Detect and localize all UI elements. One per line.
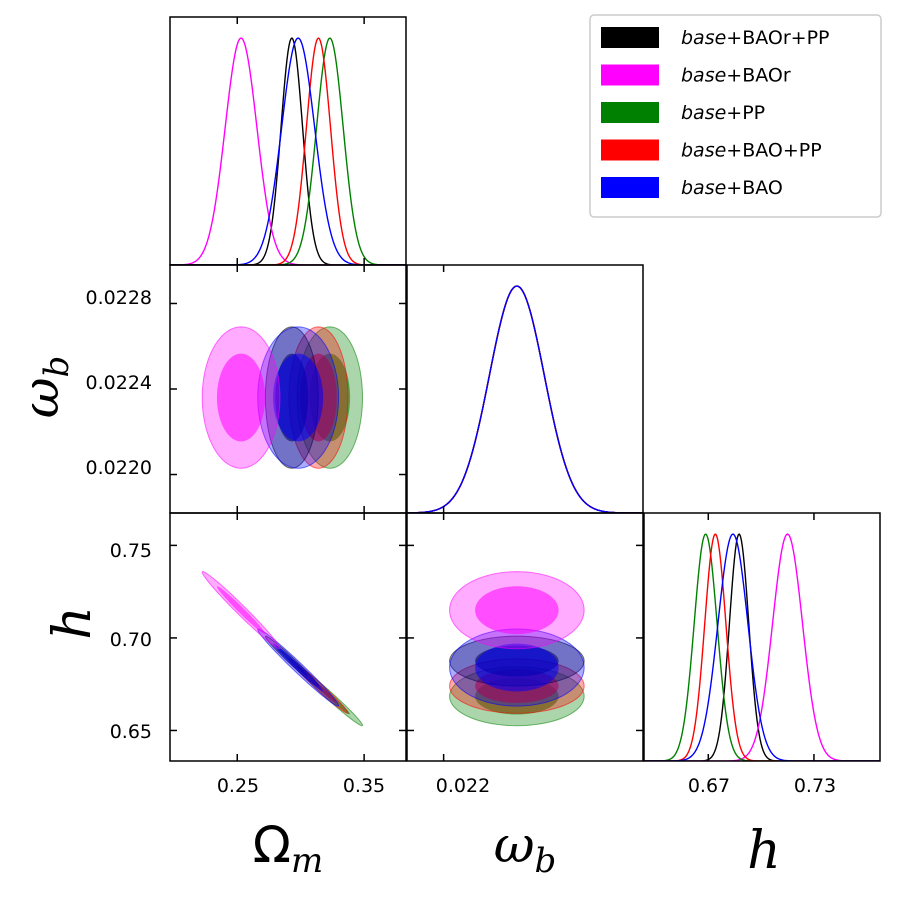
marginal-curve-bao <box>407 285 643 513</box>
marginal-curve-pp <box>407 285 643 513</box>
contour-68-baor <box>216 353 266 442</box>
legend-box <box>589 14 882 218</box>
y-tick-label: 0.0224 <box>86 372 152 394</box>
x-tick-label: 0.73 <box>794 775 836 797</box>
legend-label: base+BAO+PP <box>681 140 822 162</box>
marginal-omega-b <box>407 285 643 513</box>
contour-68-baor <box>475 586 559 635</box>
frame-h-vs-omega-m <box>169 512 407 762</box>
contours-omegab-vs-omegam <box>201 326 364 469</box>
legend-label: base+BAOr+PP <box>681 27 830 49</box>
legend-label: base+BAOr <box>681 65 791 87</box>
x-axis-title-omega-m: Ωm <box>253 816 323 881</box>
x-tick-label: 0.022 <box>436 775 490 797</box>
x-axis-title-h: h <box>747 821 781 881</box>
legend-swatch <box>601 177 659 198</box>
frame-h-1d <box>643 512 881 762</box>
x-tick-label: 0.35 <box>343 775 385 797</box>
marginal-curve-pp <box>170 37 406 265</box>
y-tick-label: 0.65 <box>110 721 152 743</box>
marginal-curve-pp <box>644 533 880 761</box>
contour-68-bao <box>273 353 324 442</box>
contours-h-vs-omegab <box>449 571 585 727</box>
legend-label: base+PP <box>681 102 765 124</box>
legend: base+BAOr+PP base+BAOr base+PP base+BAO+PP b… <box>589 14 882 218</box>
legend-swatch <box>601 102 659 123</box>
frame-omega-b-1d <box>406 264 644 514</box>
marginal-curve-baor <box>407 285 643 513</box>
y-axis-title-omega-b: ωb <box>12 356 77 419</box>
marginal-curve-baor <box>170 37 406 265</box>
contour-68-baor <box>216 586 266 635</box>
legend-swatch <box>601 139 659 161</box>
x-tick-label: 0.25 <box>217 775 259 797</box>
marginal-curve-bao-pp <box>170 37 406 265</box>
marginal-curve-bao-pp <box>407 285 643 513</box>
marginal-curve-baor-pp <box>407 285 643 513</box>
legend-swatch <box>601 64 659 86</box>
marginal-omega-m <box>170 37 406 265</box>
contours-h-vs-omegam <box>201 571 364 727</box>
tick-marks <box>170 17 815 761</box>
legend-label: base+BAO <box>681 177 783 199</box>
contour-68-bao <box>273 643 324 692</box>
marginal-curve-baor-pp <box>170 37 406 265</box>
y-tick-label: 0.70 <box>110 629 152 651</box>
marginal-curve-bao <box>170 37 406 265</box>
y-axis-title-h: h <box>43 606 103 640</box>
y-tick-label: 0.0220 <box>86 457 152 479</box>
legend-swatch <box>601 27 659 48</box>
y-tick-label: 0.0228 <box>86 287 152 309</box>
contour-68-bao <box>475 643 559 692</box>
marginal-curve-bao <box>644 533 880 761</box>
frame-h-vs-omega-b <box>406 512 644 762</box>
marginal-curve-baor-pp <box>644 533 880 761</box>
x-axis-title-omega-b: ωb <box>494 816 557 881</box>
y-tick-label: 0.75 <box>110 540 152 562</box>
x-tick-label: 0.67 <box>688 775 730 797</box>
marginal-h <box>644 533 880 761</box>
